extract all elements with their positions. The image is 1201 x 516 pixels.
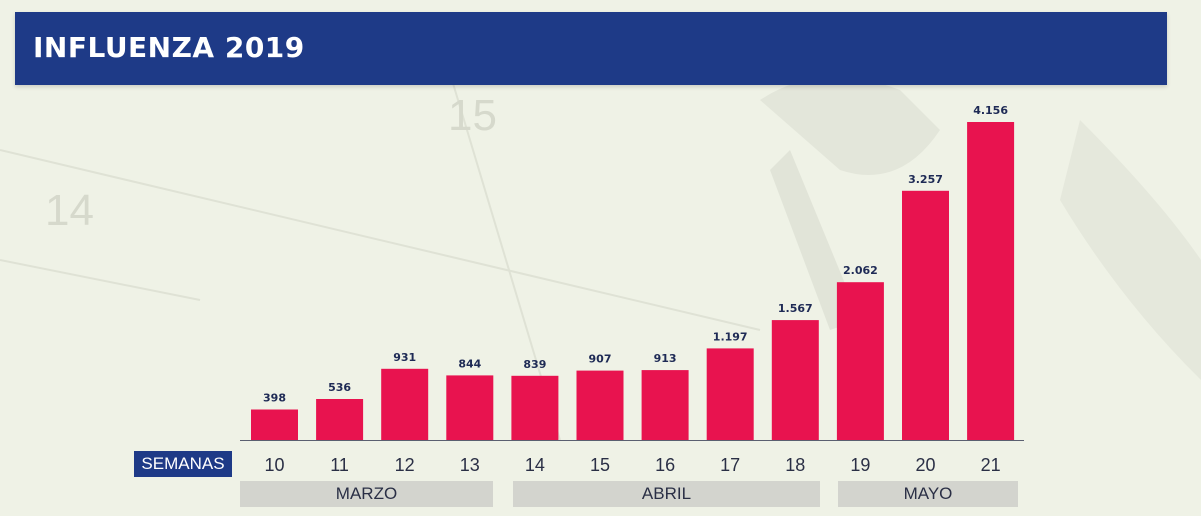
data-label-week-14: 839 bbox=[523, 358, 546, 371]
x-tick-label-14: 14 bbox=[525, 455, 545, 475]
bar-week-13 bbox=[446, 375, 494, 440]
svg-text:14: 14 bbox=[45, 186, 94, 235]
data-label-week-20: 3.257 bbox=[908, 173, 943, 186]
x-tick-label-12: 12 bbox=[395, 455, 415, 475]
data-label-week-10: 398 bbox=[263, 392, 286, 405]
bar-week-11 bbox=[316, 399, 364, 440]
svg-text:15: 15 bbox=[448, 91, 497, 140]
data-label-week-11: 536 bbox=[328, 381, 351, 394]
data-label-week-16: 913 bbox=[654, 352, 677, 365]
x-tick-label-10: 10 bbox=[264, 455, 284, 475]
x-tick-label-18: 18 bbox=[785, 455, 805, 475]
x-tick-label-11: 11 bbox=[330, 455, 349, 475]
page-title: INFLUENZA 2019 bbox=[33, 31, 305, 64]
data-label-week-15: 907 bbox=[589, 353, 612, 366]
x-tick-label-15: 15 bbox=[590, 455, 610, 475]
data-label-week-21: 4.156 bbox=[973, 104, 1008, 117]
month-band-abril: ABRIL bbox=[513, 481, 820, 507]
bar-week-21 bbox=[967, 122, 1015, 440]
data-labels-group: 398 536 931 844 839 907 913 1.197 1.567 2.062 3.25… bbox=[263, 104, 1008, 405]
title-banner: INFLUENZA 2019 bbox=[15, 12, 1167, 85]
month-band-mayo: MAYO bbox=[838, 481, 1018, 507]
x-tick-label-19: 19 bbox=[850, 455, 870, 475]
month-band-marzo: MARZO bbox=[240, 481, 493, 507]
x-tick-label-16: 16 bbox=[655, 455, 675, 475]
bar-week-18 bbox=[771, 320, 819, 440]
x-tick-label-17: 17 bbox=[720, 455, 740, 475]
x-tick-label-21: 21 bbox=[981, 455, 1001, 475]
bar-week-14 bbox=[511, 375, 559, 440]
bars-group bbox=[251, 122, 1015, 440]
data-label-week-19: 2.062 bbox=[843, 264, 878, 277]
bar-week-15 bbox=[576, 370, 624, 440]
bar-week-12 bbox=[381, 368, 429, 440]
data-label-week-13: 844 bbox=[458, 357, 481, 370]
bar-week-20 bbox=[902, 190, 949, 440]
x-tick-label-13: 13 bbox=[460, 455, 480, 475]
x-axis-label: SEMANAS bbox=[134, 451, 232, 477]
bar-week-19 bbox=[836, 282, 884, 440]
bar-week-10 bbox=[251, 409, 298, 440]
tick-labels-group: 10 11 12 13 14 15 16 17 18 19 20 21 bbox=[264, 455, 1000, 475]
bar-week-17 bbox=[706, 348, 754, 440]
data-label-week-18: 1.567 bbox=[778, 302, 813, 315]
data-label-week-12: 931 bbox=[393, 351, 416, 364]
bar-week-16 bbox=[641, 370, 689, 440]
x-tick-label-20: 20 bbox=[915, 455, 935, 475]
data-label-week-17: 1.197 bbox=[713, 330, 748, 343]
